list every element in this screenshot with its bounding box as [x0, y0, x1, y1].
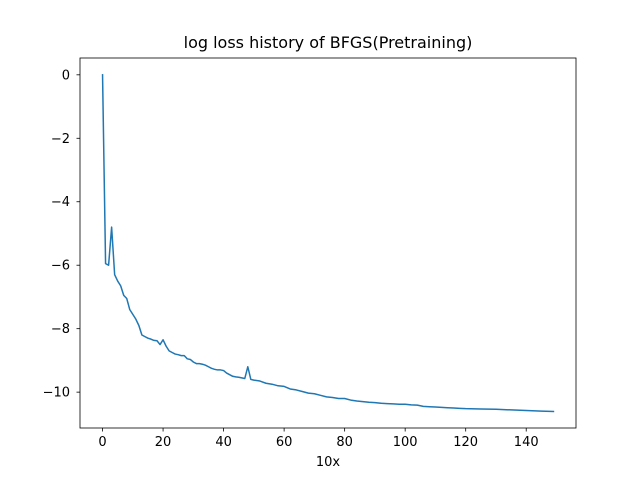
y-axis: 0 −2 −4 −6 −8 −10 — [43, 68, 80, 401]
x-tick-label: 100 — [393, 435, 418, 450]
x-tick-label: 60 — [276, 435, 293, 450]
y-tick-label: −10 — [43, 386, 70, 401]
y-tick-label: −8 — [51, 322, 70, 337]
x-tick-label: 40 — [215, 435, 232, 450]
x-tick-label: 120 — [453, 435, 478, 450]
plot-area — [79, 57, 577, 429]
axes-frame — [79, 57, 577, 429]
y-tick-label: −6 — [51, 259, 70, 274]
x-axis: 0 20 40 60 80 100 120 140 — [98, 428, 539, 450]
y-tick-label: −4 — [51, 195, 70, 210]
x-axis-title: 10x — [316, 455, 341, 470]
x-tick-label: 20 — [155, 435, 172, 450]
chart-title: log loss history of BFGS(Pretraining) — [184, 33, 473, 52]
series-line-0 — [101, 74, 555, 413]
x-tick-label: 0 — [98, 435, 106, 450]
x-tick-label: 80 — [336, 435, 353, 450]
x-tick-label: 140 — [514, 435, 539, 450]
y-tick-label: −2 — [51, 132, 70, 147]
y-tick-label: 0 — [62, 68, 70, 83]
